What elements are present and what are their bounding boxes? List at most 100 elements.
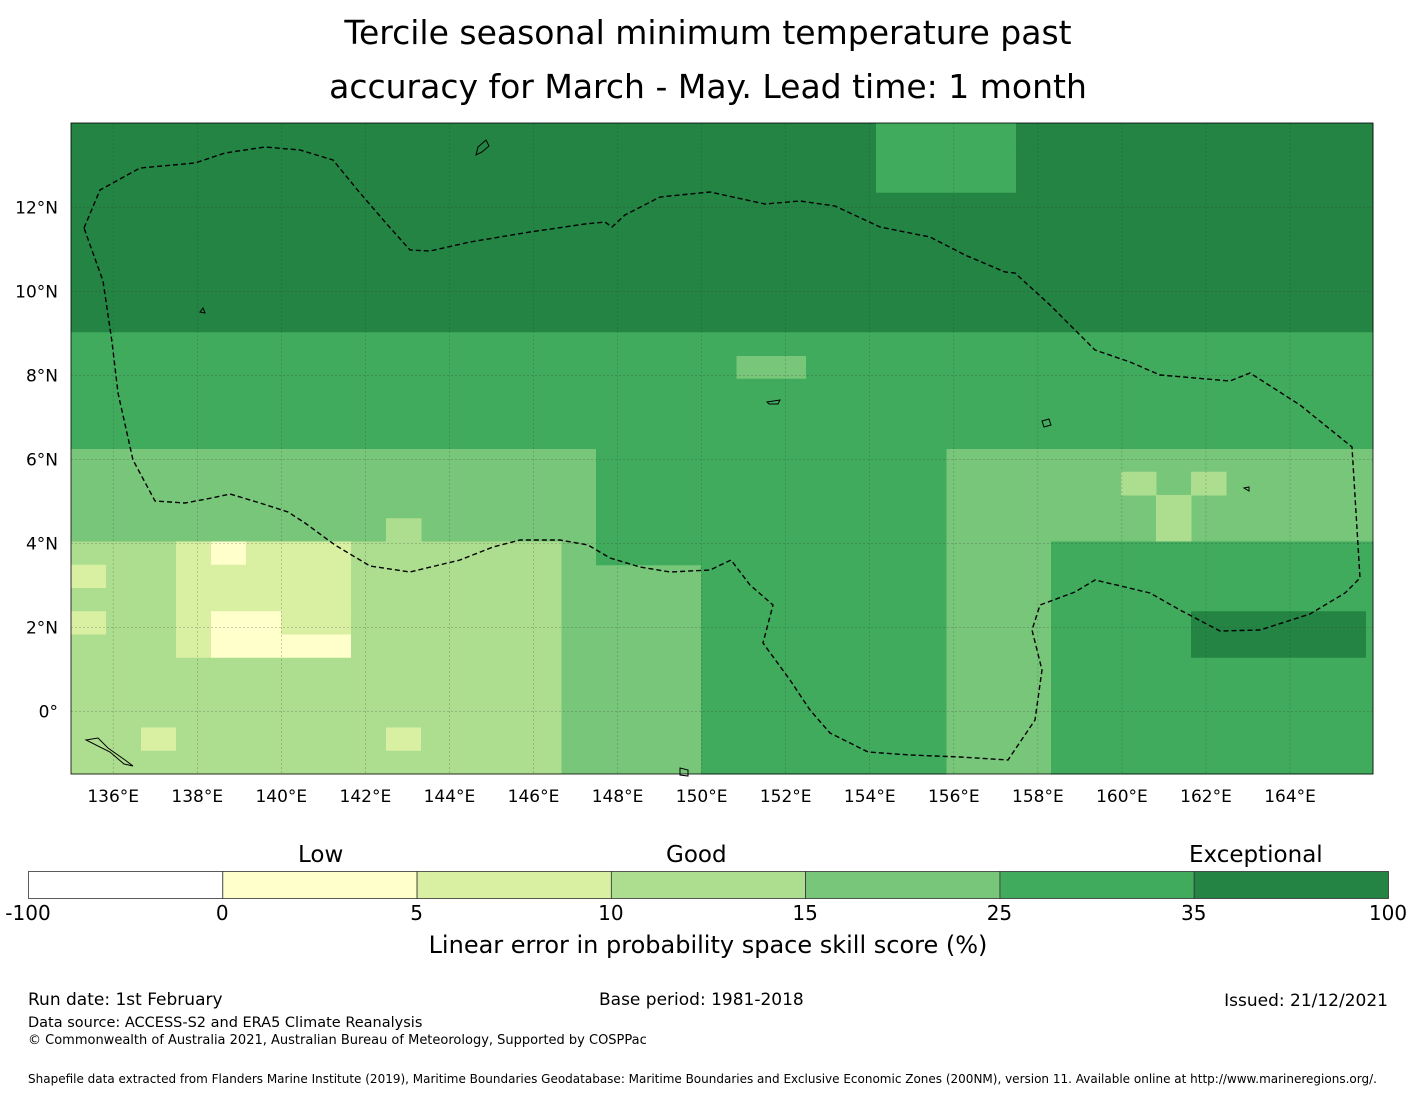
skill-cell [1296,216,1332,240]
skill-cell [1366,309,1374,333]
skill-cell [561,285,597,310]
skill-cell [1121,332,1157,356]
skill-cell [71,634,107,659]
skill-cell [771,169,807,194]
skill-cell [1051,704,1087,728]
skill-cell [876,425,912,449]
skill-cell [771,681,807,705]
skill-cell [71,309,107,333]
skill-cell [1086,285,1122,310]
skill-cell [491,309,527,333]
skill-cell [1296,355,1332,380]
skill-cell [176,123,212,147]
skill-cell [491,192,527,217]
skill-cell [1331,704,1367,728]
skill-cell [1191,681,1227,705]
skill-cell [316,146,352,170]
skill-cell [1226,123,1262,147]
skill-cell [1121,541,1157,566]
skill-cell [1121,239,1157,263]
skill-cell [771,495,807,519]
skill-cell [491,588,527,612]
skill-cell [281,378,317,403]
skill-cell [876,448,912,473]
skill-cell [176,332,212,356]
skill-cell [1086,681,1122,705]
skill-cell [316,588,352,612]
copyright: © Commonwealth of Australia 2021, Austra… [28,1033,647,1048]
longitude-label: 142°E [340,787,392,807]
skill-cell [1156,727,1192,752]
skill-cell [736,634,772,659]
skill-cell [281,332,317,356]
skill-cell [876,564,912,589]
skill-cell [281,564,317,589]
skill-cell [1016,192,1052,217]
skill-cell [141,169,177,194]
skill-cell [981,239,1017,263]
skill-cell [421,169,457,194]
skill-cell [596,518,632,542]
skill-cell [631,471,667,496]
skill-cell [911,448,947,473]
skill-cell [911,704,947,728]
skill-cell [981,216,1017,240]
skill-cell [876,169,912,194]
skill-cell [841,727,877,752]
skill-cell [526,309,562,333]
skill-cell [211,239,247,263]
eez-boundary-line [83,146,1361,761]
skill-cell [491,216,527,240]
skill-cell [1261,169,1297,194]
skill-cell [946,239,982,263]
skill-cell [981,123,1017,147]
skill-cell [316,564,352,589]
skill-cell [1261,704,1297,728]
skill-cell [1331,611,1367,635]
skill-cell [631,495,667,519]
skill-cell [1086,309,1122,333]
skill-cell [1051,285,1087,310]
skill-cell [841,192,877,217]
skill-cell [701,495,737,519]
skill-cell [666,355,702,380]
skill-cell [841,355,877,380]
eez-boundary [83,146,1361,761]
skill-cell [946,425,982,449]
skill-cell [351,309,387,333]
skill-cell [806,378,842,403]
skill-cell [806,402,842,426]
skill-cell [246,355,282,380]
skill-cell [876,611,912,635]
skill-cell [1331,146,1367,170]
skill-cell [946,169,982,194]
skill-cell [1261,332,1297,356]
skill-cell [176,355,212,380]
skill-cell [1051,309,1087,333]
skill-cell [1086,425,1122,449]
longitude-label: 144°E [424,787,476,807]
skill-cell [246,564,282,589]
skill-cell [421,239,457,263]
skill-cell [71,239,107,263]
skill-cell [1156,541,1192,566]
longitude-label: 136°E [87,787,139,807]
skill-cell [771,588,807,612]
skill-cell [211,262,247,287]
skill-cell [1261,750,1297,775]
colorbar-tick-label: 100 [1368,901,1408,925]
skill-cell [526,634,562,659]
skill-cell [1156,750,1192,775]
skill-cell [141,750,177,775]
skill-cell [1296,309,1332,333]
skill-cell [491,262,527,287]
skill-cell [141,541,177,566]
skill-cell [106,750,142,775]
skill-cell [386,727,422,752]
skill-cell [246,378,282,403]
skill-cell [1156,518,1192,542]
skill-cell [106,262,142,287]
skill-cell [1121,425,1157,449]
longitude-label: 162°E [1180,787,1232,807]
skill-cell [386,378,422,403]
